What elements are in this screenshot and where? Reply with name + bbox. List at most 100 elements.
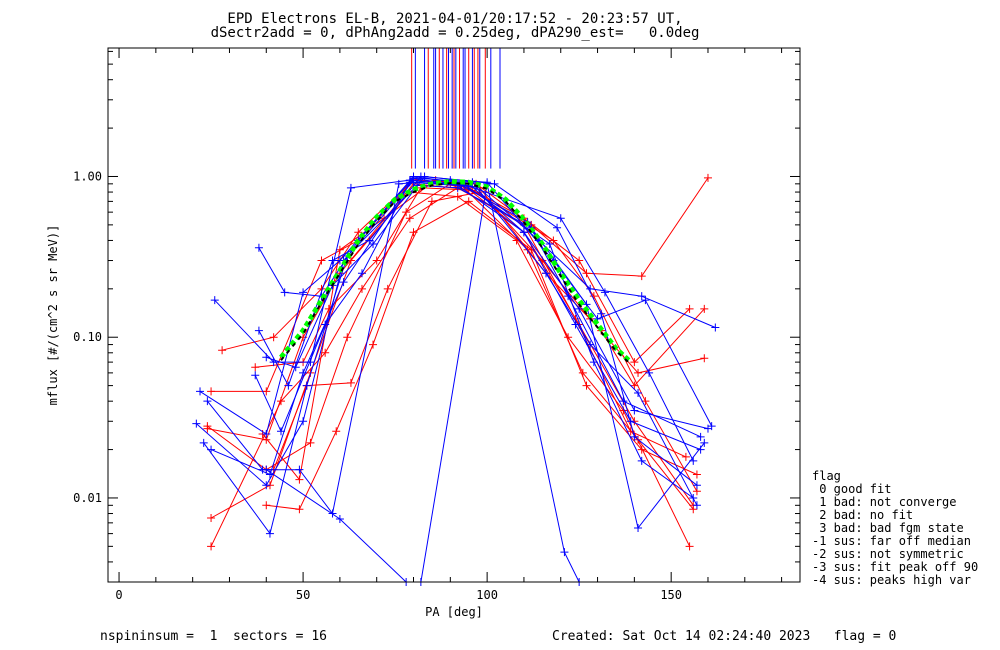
- data-point-marker: [637, 445, 646, 454]
- data-point-marker: [203, 422, 212, 431]
- data-point-marker: [321, 348, 330, 357]
- data-point-marker: [254, 243, 263, 252]
- data-point-marker: [600, 288, 609, 297]
- plot-title: EPD Electrons EL-B, 2021-04-01/20:17:52 …: [227, 11, 683, 27]
- data-point-marker: [262, 465, 271, 474]
- data-point-marker: [335, 245, 344, 254]
- data-point-marker: [302, 381, 311, 390]
- data-point-marker: [369, 240, 378, 249]
- data-point-marker: [346, 183, 355, 192]
- data-point-marker: [637, 292, 646, 301]
- data-point-marker: [589, 358, 598, 367]
- data-point-marker: [630, 358, 639, 367]
- data-point-marker: [199, 438, 208, 447]
- data-point-marker: [490, 179, 499, 188]
- x-tick-label: 50: [296, 588, 310, 602]
- data-point-marker: [192, 419, 201, 428]
- x-axis-label: PA [deg]: [425, 605, 483, 619]
- data-point-marker: [269, 333, 278, 342]
- data-point-marker: [545, 240, 554, 249]
- data-point-marker: [700, 354, 709, 363]
- data-point-marker: [556, 214, 565, 223]
- flag-legend: flag 0 good fit 1 bad: not converge 2 ba…: [812, 470, 978, 587]
- data-point-marker: [210, 296, 219, 305]
- x-tick-label: 150: [660, 588, 682, 602]
- data-point-marker: [549, 236, 558, 245]
- data-point-marker: [523, 245, 532, 254]
- data-point-marker: [692, 481, 701, 490]
- data-point-marker: [332, 427, 341, 436]
- data-point-marker: [696, 432, 705, 441]
- data-point-marker: [280, 288, 289, 297]
- data-point-marker: [582, 269, 591, 278]
- data-point-marker: [299, 368, 308, 377]
- data-point-marker: [575, 304, 584, 313]
- data-point-marker: [597, 309, 606, 318]
- data-point-marker: [420, 172, 429, 181]
- legend-title: flag: [812, 469, 841, 483]
- legend-item: -3 sus: fit peak off 90: [812, 560, 979, 574]
- x-tick-label: 0: [115, 588, 122, 602]
- data-point-marker: [560, 548, 569, 557]
- data-point-marker: [383, 284, 392, 293]
- data-point-marker: [262, 481, 271, 490]
- data-point-marker: [689, 493, 698, 502]
- data-point-marker: [218, 346, 227, 355]
- data-point-marker: [464, 197, 473, 206]
- data-point-marker: [630, 432, 639, 441]
- legend-item: 1 bad: not converge: [812, 495, 957, 509]
- data-point-marker: [262, 353, 271, 362]
- legend-item: -1 sus: far off median: [812, 534, 971, 548]
- series-line: [203, 184, 705, 535]
- data-point-marker: [689, 505, 698, 514]
- data-point-marker: [700, 438, 709, 447]
- data-point-marker: [284, 381, 293, 390]
- data-point-marker: [291, 363, 300, 372]
- series-line: [258, 177, 716, 328]
- data-point-marker: [369, 340, 378, 349]
- y-tick-label: 1.00: [73, 169, 102, 183]
- legend-item: 0 good fit: [812, 482, 892, 496]
- footer-right: Created: Sat Oct 14 02:24:40 2023 flag =…: [552, 629, 897, 644]
- data-point-marker: [711, 323, 720, 332]
- data-point-marker: [262, 501, 271, 510]
- series-line: [210, 184, 694, 547]
- data-point-marker: [295, 465, 304, 474]
- footer-left: nspininsum = 1 sectors = 16: [100, 629, 327, 644]
- data-point-marker: [251, 363, 260, 372]
- legend-item: -4 sus: peaks high var: [812, 573, 971, 587]
- data-point-marker: [692, 501, 701, 510]
- data-point-marker: [707, 422, 716, 431]
- data-point-marker: [402, 208, 411, 217]
- series-line: [420, 183, 580, 582]
- y-axis-label: mflux [#/(cm^2 s sr MeV)]: [46, 225, 60, 406]
- data-point-marker: [299, 417, 308, 426]
- legend-item: 3 bad: bad fgm state: [812, 521, 964, 535]
- data-point-marker: [207, 514, 216, 523]
- data-point-marker: [619, 397, 628, 406]
- data-point-marker: [196, 387, 205, 396]
- data-point-marker: [295, 475, 304, 484]
- data-point-marker: [634, 368, 643, 377]
- data-point-marker: [339, 278, 348, 287]
- data-point-marker: [685, 542, 694, 551]
- data-point-marker: [578, 368, 587, 377]
- data-point-marker: [335, 514, 344, 523]
- data-point-marker: [265, 529, 274, 538]
- data-point-marker: [277, 397, 285, 406]
- data-point-marker: [645, 368, 654, 377]
- data-point-marker: [553, 223, 562, 232]
- data-point-marker: [630, 381, 639, 390]
- data-point-marker: [630, 406, 639, 415]
- data-point-marker: [299, 288, 308, 297]
- series-line: [266, 469, 407, 582]
- data-point-marker: [207, 445, 216, 454]
- data-point-marker: [357, 284, 366, 293]
- data-point-marker: [409, 174, 418, 183]
- data-point-marker: [634, 388, 643, 397]
- data-point-marker: [207, 387, 216, 396]
- data-point-marker: [328, 256, 337, 265]
- data-point-marker: [317, 256, 326, 265]
- data-point-marker: [207, 542, 216, 551]
